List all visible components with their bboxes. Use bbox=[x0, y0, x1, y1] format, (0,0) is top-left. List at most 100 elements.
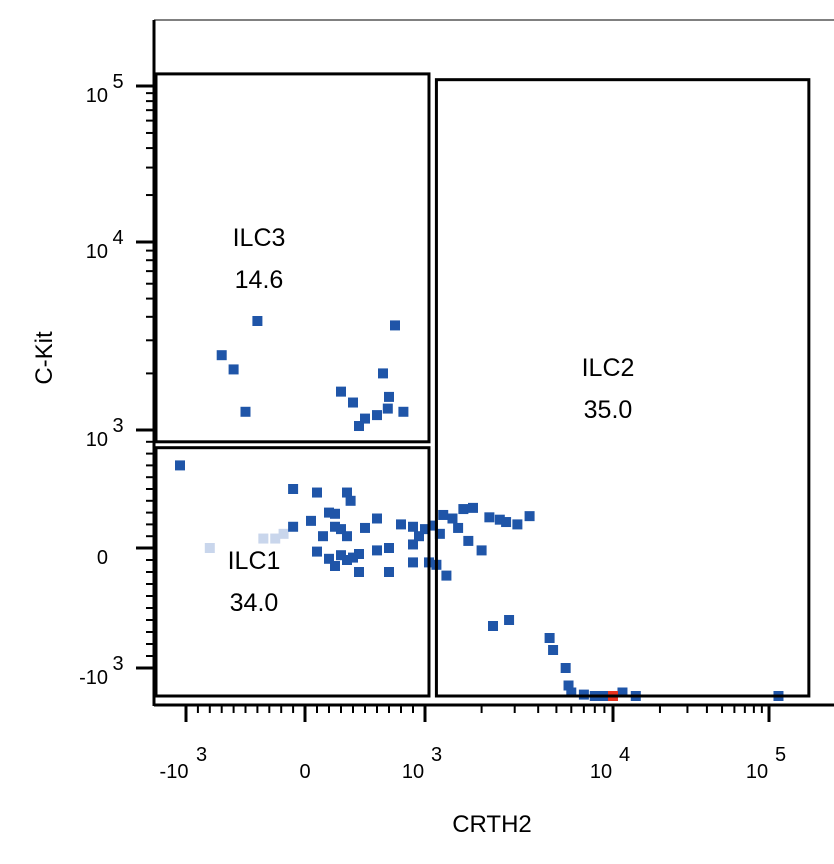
y-tick-label: -10 bbox=[79, 667, 108, 689]
data-point bbox=[360, 413, 370, 424]
data-point bbox=[396, 519, 406, 530]
data-point bbox=[378, 368, 388, 379]
data-point bbox=[420, 524, 430, 535]
x-tick-label: 10 bbox=[746, 761, 768, 783]
data-point bbox=[354, 421, 364, 432]
data-point bbox=[434, 528, 445, 539]
data-point bbox=[476, 545, 487, 556]
data-point bbox=[360, 522, 370, 533]
data-point bbox=[348, 552, 358, 563]
gate-ilc2 bbox=[434, 78, 811, 698]
data-point bbox=[372, 513, 382, 524]
gate-name-label: ILC1 bbox=[228, 547, 281, 575]
data-point bbox=[336, 386, 346, 397]
data-point bbox=[372, 545, 382, 556]
faint-data-point bbox=[204, 543, 215, 553]
data-point bbox=[216, 350, 227, 361]
data-point bbox=[252, 316, 263, 327]
data-point bbox=[342, 555, 352, 565]
data-point bbox=[560, 663, 571, 673]
y-tick-label: 0 bbox=[97, 547, 108, 569]
data-point bbox=[306, 515, 316, 526]
data-point bbox=[384, 567, 394, 577]
data-point bbox=[382, 403, 393, 414]
x-tick-label: 10 bbox=[402, 761, 424, 783]
data-point bbox=[330, 508, 340, 519]
y-axis-label: C-Kit bbox=[31, 331, 58, 385]
x-tick-exponent: 4 bbox=[619, 744, 630, 766]
data-point bbox=[348, 397, 358, 408]
gate-name-label: ILC2 bbox=[582, 354, 635, 382]
data-point bbox=[494, 514, 505, 525]
gate-ilc1 bbox=[154, 446, 431, 698]
x-axis-label: CRTH2 bbox=[452, 811, 532, 838]
data-point bbox=[427, 520, 438, 531]
faint-data-point bbox=[270, 533, 281, 544]
y-axis-ticks bbox=[136, 84, 154, 670]
y-tick-label: 10 bbox=[86, 85, 108, 107]
data-point bbox=[312, 487, 322, 498]
gate-name-label: ILC3 bbox=[233, 224, 286, 252]
x-axis-tick-labels: -10 3 0 10 3 10 4 10 5 bbox=[160, 744, 787, 783]
data-point bbox=[354, 549, 364, 559]
data-point bbox=[354, 567, 364, 577]
data-point bbox=[563, 680, 574, 691]
data-point bbox=[447, 513, 458, 524]
data-point bbox=[312, 546, 322, 557]
y-tick-exponent: 5 bbox=[112, 71, 123, 93]
data-point bbox=[458, 504, 469, 515]
data-point bbox=[384, 391, 394, 402]
faint-data-point bbox=[278, 528, 289, 539]
data-point bbox=[501, 517, 512, 528]
data-point bbox=[390, 320, 400, 331]
data-point bbox=[398, 406, 409, 417]
data-point bbox=[467, 502, 478, 513]
data-point bbox=[504, 615, 515, 625]
data-point bbox=[441, 570, 452, 581]
data-point bbox=[617, 687, 628, 698]
x-tick-exponent: 5 bbox=[775, 744, 786, 766]
data-point bbox=[463, 535, 474, 546]
data-point bbox=[336, 550, 346, 561]
x-tick-exponent: 3 bbox=[196, 744, 207, 766]
data-point bbox=[488, 621, 499, 631]
data-point bbox=[330, 521, 340, 532]
data-point bbox=[408, 539, 418, 550]
data-point bbox=[345, 495, 356, 506]
gate-ilc3 bbox=[154, 72, 431, 444]
data-point bbox=[288, 521, 299, 532]
data-point bbox=[318, 531, 328, 542]
data-point bbox=[240, 406, 251, 417]
data-point bbox=[566, 687, 577, 698]
data-point bbox=[453, 522, 464, 533]
y-tick-label: 10 bbox=[86, 241, 108, 263]
x-tick-label: 0 bbox=[299, 761, 310, 783]
gate-percent-label: 34.0 bbox=[230, 589, 279, 617]
gate-percent-label: 14.6 bbox=[235, 266, 284, 294]
data-point bbox=[414, 531, 424, 542]
data-point bbox=[484, 512, 495, 523]
gates bbox=[154, 72, 811, 698]
x-tick-label: 10 bbox=[590, 761, 612, 783]
x-axis-ticks bbox=[184, 705, 771, 722]
data-point bbox=[512, 519, 523, 530]
data-point bbox=[288, 484, 299, 494]
data-point bbox=[384, 543, 394, 553]
data-point bbox=[342, 487, 352, 498]
y-tick-label: 10 bbox=[86, 429, 108, 451]
x-tick-exponent: 3 bbox=[431, 744, 442, 766]
x-tick-label: -10 bbox=[160, 761, 189, 783]
y-tick-exponent: 4 bbox=[112, 227, 123, 249]
data-point bbox=[324, 507, 334, 518]
data-point bbox=[330, 561, 340, 571]
gate-percent-label: 35.0 bbox=[584, 396, 633, 424]
data-point bbox=[336, 524, 346, 535]
data-point bbox=[228, 364, 239, 375]
data-point bbox=[342, 531, 352, 542]
data-point bbox=[408, 557, 418, 568]
data-point bbox=[524, 511, 535, 522]
data-point bbox=[324, 553, 334, 564]
y-tick-exponent: 3 bbox=[112, 415, 123, 437]
